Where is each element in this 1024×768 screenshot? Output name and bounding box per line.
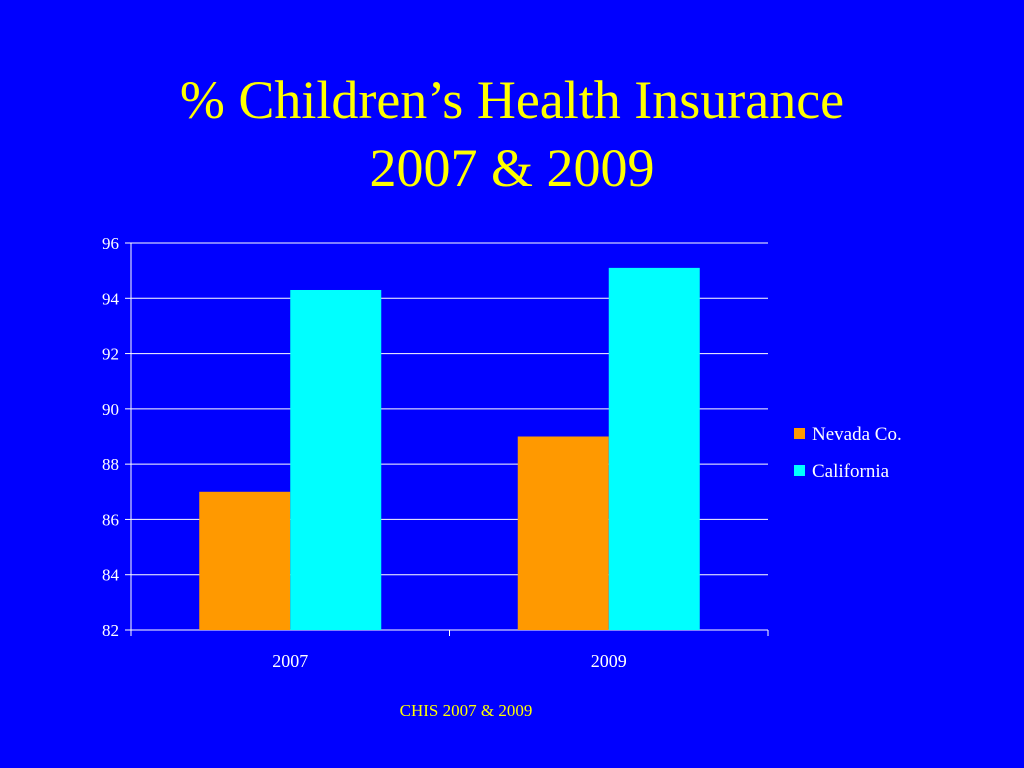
y-tick-label: 82 (102, 621, 119, 640)
x-tick-label: 2009 (591, 651, 627, 671)
y-tick-label: 84 (102, 566, 120, 585)
title-line-1: % Children’s Health Insurance (179, 70, 845, 130)
legend-label: California (812, 461, 890, 482)
bar-california-2009 (608, 267, 700, 630)
bar-california-2007 (290, 289, 382, 630)
legend-label: Nevada Co. (812, 424, 902, 445)
bar-nevada-co--2009 (517, 436, 609, 630)
legend-swatch (794, 428, 805, 439)
bar-nevada-co--2007 (199, 491, 291, 630)
y-tick-label: 88 (102, 455, 119, 474)
source-note: CHIS 2007 & 2009 (399, 701, 533, 720)
x-tick-label: 2007 (272, 651, 308, 671)
y-tick-label: 92 (102, 345, 119, 364)
legend-swatch (794, 465, 805, 476)
title-line-2: 2007 & 2009 (369, 138, 655, 198)
y-tick-label: 96 (102, 234, 119, 253)
y-tick-label: 90 (102, 400, 119, 419)
y-tick-label: 94 (102, 289, 120, 308)
slide-title: % Children’s Health Insurance 2007 & 200… (0, 66, 1024, 202)
y-tick-label: 86 (102, 510, 119, 529)
